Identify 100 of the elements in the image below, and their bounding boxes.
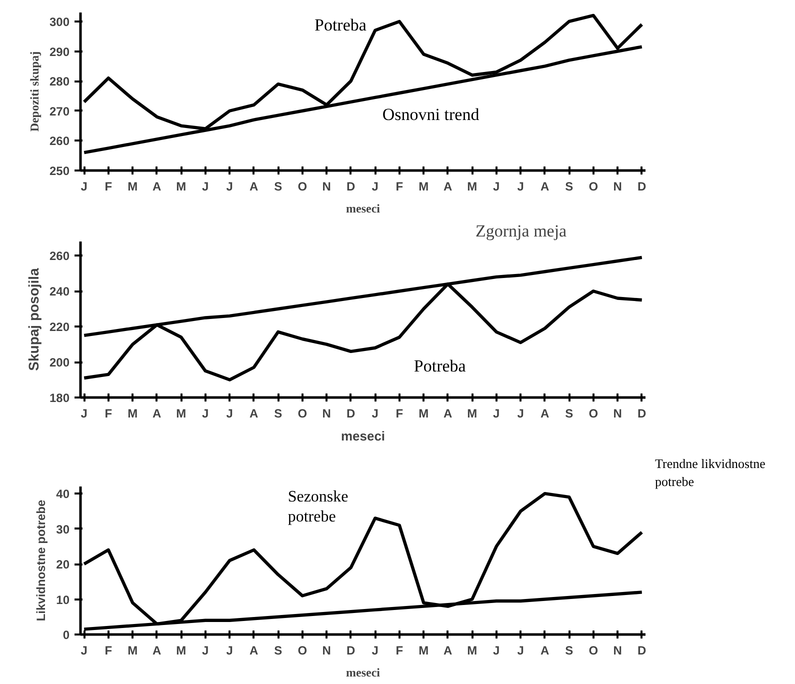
text: Zgornja meja [476, 222, 568, 240]
x-tick-label: A [250, 406, 259, 420]
text: Trendne likvidnostne potrebe [655, 455, 766, 490]
y-tick-label: 250 [49, 164, 70, 178]
x-tick-label: J [493, 406, 500, 420]
x-tick-label: O [588, 180, 598, 194]
annotation: Potreba [414, 356, 466, 376]
x-tick-label: N [613, 180, 622, 194]
y-tick-label: 300 [49, 14, 70, 29]
x-tick-label: J [80, 406, 88, 420]
x-tick-label: S [274, 406, 282, 420]
x-tick-label: J [80, 644, 88, 658]
x-tick-label: J [80, 180, 88, 194]
y-tick-label: 270 [49, 104, 70, 118]
x-axis-title: meseci [346, 666, 381, 680]
y-tick-label: 260 [49, 134, 70, 148]
y-tick-label: 180 [49, 391, 70, 405]
x-tick-label: M [128, 406, 138, 420]
x-tick-label: S [274, 180, 282, 194]
y-tick-label: 0 [62, 628, 70, 642]
x-tick-label: A [250, 644, 259, 658]
x-tick-label: J [202, 180, 209, 194]
x-tick-label: J [493, 644, 500, 658]
x-tick-label: F [104, 406, 112, 420]
y-tick-label: 20 [56, 558, 70, 572]
x-tick-label: N [322, 406, 331, 420]
y-tick-label: 220 [49, 320, 70, 334]
x-tick-label: S [565, 644, 574, 658]
x-tick-label: M [418, 406, 429, 420]
x-tick-label: D [638, 406, 647, 420]
y-tick-label: 10 [56, 592, 70, 607]
x-tick-label: S [274, 644, 282, 658]
y-tick-label: 290 [49, 44, 70, 59]
x-tick-label: A [152, 180, 162, 194]
x-tick-label: A [444, 644, 453, 658]
x-tick-label: N [613, 406, 622, 420]
x-tick-label: A [540, 406, 550, 420]
x-tick-label: O [588, 406, 598, 420]
x-tick-label: J [517, 644, 524, 658]
x-tick-label: F [104, 180, 112, 194]
x-tick-label: M [467, 644, 478, 658]
x-tick-label: M [418, 180, 429, 194]
y-axis-title: Likvidnostne potrebe [34, 500, 48, 622]
x-tick-label: N [613, 644, 622, 658]
x-tick-label: J [517, 406, 524, 420]
x-tick-label: J [226, 406, 233, 420]
x-tick-label: A [444, 406, 453, 420]
x-tick-label: M [176, 180, 186, 194]
x-tick-label: A [540, 180, 550, 194]
x-tick-label: F [104, 644, 112, 658]
x-tick-label: S [565, 180, 574, 194]
x-tick-label: J [517, 180, 524, 194]
x-tick-label: S [565, 406, 574, 420]
x-tick-label: J [372, 406, 378, 420]
x-tick-label: J [226, 180, 233, 194]
x-tick-label: F [396, 180, 404, 194]
x-tick-label: F [396, 406, 404, 420]
x-axis-title: meseci [346, 202, 381, 216]
annotation: Potreba [314, 15, 367, 34]
x-tick-label: M [128, 180, 138, 194]
x-tick-label: J [372, 644, 378, 658]
x-tick-label: O [298, 180, 308, 194]
x-tick-label: D [638, 180, 647, 194]
x-tick-label: A [250, 180, 259, 194]
x-tick-label: N [322, 180, 331, 194]
x-tick-label: A [152, 644, 162, 658]
x-tick-label: N [322, 644, 331, 658]
x-tick-label: M [128, 644, 138, 658]
x-tick-label: J [493, 180, 500, 194]
y-tick-label: 280 [49, 74, 70, 89]
x-tick-label: D [638, 644, 647, 658]
y-axis-title: Skupaj posojila [25, 268, 42, 371]
x-tick-label: J [202, 644, 209, 658]
x-tick-label: M [467, 406, 478, 420]
x-tick-label: D [346, 644, 356, 658]
x-tick-label: A [444, 180, 453, 194]
x-tick-label: J [372, 180, 378, 194]
x-tick-label: D [346, 180, 356, 194]
x-tick-label: M [467, 180, 478, 194]
x-tick-label: F [396, 644, 404, 658]
y-tick-label: 240 [49, 284, 70, 299]
x-tick-label: A [540, 644, 550, 658]
y-tick-label: 260 [49, 249, 70, 264]
x-tick-label: J [202, 406, 209, 420]
x-tick-label: J [226, 644, 233, 658]
y-tick-label: 200 [49, 356, 70, 370]
x-tick-label: O [588, 644, 598, 658]
y-tick-label: 40 [56, 487, 70, 502]
x-tick-label: M [176, 406, 186, 420]
y-axis-title: Depoziti skupaj [27, 51, 42, 132]
x-tick-label: A [152, 406, 162, 420]
x-tick-label: M [176, 644, 186, 658]
x-tick-label: O [298, 644, 308, 658]
annotation: Osnovni trend [382, 104, 480, 124]
annotation: Sezonske potrebe [288, 488, 348, 526]
x-tick-label: D [346, 406, 356, 420]
x-axis-title: meseci [340, 428, 386, 444]
y-tick-label: 30 [56, 522, 70, 536]
x-tick-label: O [298, 406, 308, 420]
x-tick-label: M [418, 644, 429, 658]
